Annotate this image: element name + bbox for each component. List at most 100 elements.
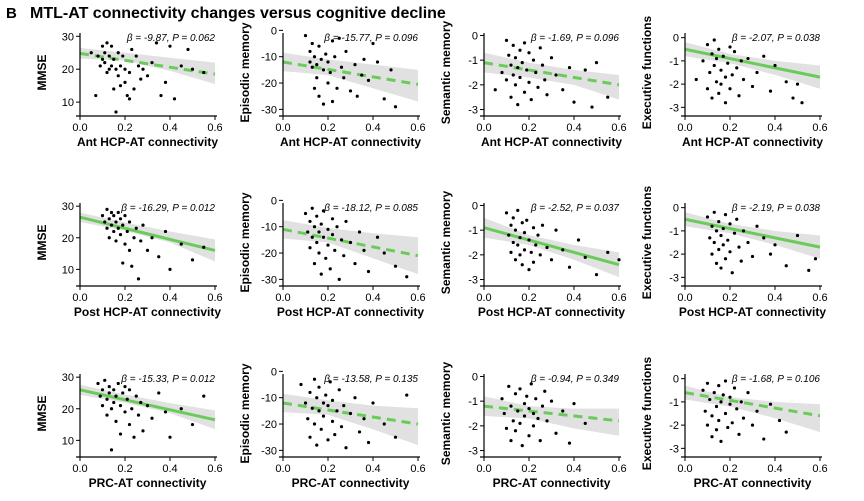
data-point (317, 409, 321, 413)
data-point (545, 245, 549, 250)
data-point (728, 402, 732, 406)
data-point (116, 226, 120, 230)
data-point (114, 394, 118, 398)
data-point (750, 423, 755, 427)
data-point (339, 425, 344, 429)
data-point (353, 63, 357, 67)
data-point (768, 252, 773, 256)
data-point (118, 432, 123, 436)
data-point (719, 82, 723, 86)
data-point (534, 70, 538, 75)
y-tick-label: -3 (468, 275, 478, 287)
data-point (538, 439, 542, 443)
data-point (721, 226, 725, 231)
data-point (310, 235, 314, 239)
data-point (762, 437, 766, 441)
data-point (326, 404, 330, 408)
stat-annotation: β = -9.87, P = 0.062 (126, 33, 216, 44)
y-tick-label: 10 (62, 264, 74, 276)
data-point (98, 64, 102, 68)
y-tick-label: -2 (669, 420, 679, 432)
data-point (708, 70, 712, 75)
scatter-panels: 0.0 0.2 0.4 0.6 10 20 30 β = -9.87, P = 0.062 An… (35, 16, 828, 491)
data-point (134, 394, 138, 398)
data-point (511, 419, 515, 423)
data-point (317, 44, 321, 48)
y-tick-label: -1 (468, 225, 478, 237)
data-point (330, 398, 335, 402)
data-point (366, 269, 371, 274)
data-point (141, 67, 145, 71)
x-tick-label: 0.6 (410, 122, 425, 134)
data-point (116, 51, 120, 55)
data-point (536, 416, 540, 421)
data-point (339, 65, 344, 69)
data-point (121, 54, 125, 58)
data-point (103, 378, 107, 382)
x-tick-label: 0.2 (117, 463, 132, 475)
data-point (531, 411, 536, 416)
x-tick-label: 0.0 (275, 463, 290, 475)
data-point (509, 63, 513, 67)
data-point (303, 34, 308, 38)
data-point (590, 105, 594, 109)
data-point (154, 41, 159, 45)
data-point (708, 236, 712, 240)
data-point (100, 404, 105, 408)
data-point (130, 407, 134, 411)
data-point (762, 236, 766, 240)
y-axis-label: Episodic memory (238, 22, 252, 122)
data-point (784, 430, 788, 434)
data-point (393, 264, 398, 268)
y-tick-label: -20 (261, 248, 277, 260)
data-point (710, 252, 714, 256)
data-point (312, 225, 317, 229)
data-point (543, 389, 547, 393)
data-point (513, 228, 518, 232)
data-point (127, 422, 132, 427)
data-point (522, 414, 527, 418)
data-point (516, 102, 520, 107)
regression-line (483, 404, 620, 423)
data-point (163, 229, 168, 234)
data-point (308, 49, 312, 54)
data-point (717, 384, 721, 388)
data-point (190, 67, 195, 71)
data-point (321, 68, 326, 72)
data-point (127, 97, 132, 101)
data-point (112, 87, 116, 91)
data-point (534, 397, 538, 401)
y-tick-label: 0 (673, 374, 679, 386)
data-point (190, 422, 195, 427)
data-point (504, 78, 509, 82)
x-tick-label: 0.4 (365, 122, 380, 134)
data-point (136, 64, 141, 68)
data-point (190, 258, 195, 262)
data-point (773, 243, 777, 247)
x-tick-label: 0.2 (320, 292, 335, 304)
x-tick-label: 0.2 (521, 292, 536, 304)
data-point (735, 66, 739, 70)
data-point (518, 253, 522, 257)
data-point (405, 275, 409, 279)
data-point (362, 417, 366, 421)
data-point (538, 46, 542, 50)
x-tick-label: 0.4 (767, 292, 782, 304)
data-point (710, 435, 714, 439)
data-point (701, 59, 705, 63)
data-point (326, 243, 330, 247)
y-axis-label: MMSE (35, 396, 49, 432)
data-point (344, 49, 348, 54)
data-point (705, 87, 710, 91)
stat-annotation: β = -0.94, P = 0.349 (530, 374, 620, 385)
x-axis-label: PRC-AT connectivity (493, 476, 611, 490)
stat-annotation: β = -15.77, P = 0.096 (323, 33, 418, 44)
data-point (308, 60, 312, 64)
data-point (139, 400, 143, 405)
data-point (561, 88, 565, 92)
data-point (321, 401, 326, 405)
data-point (118, 404, 123, 408)
data-point (315, 240, 319, 245)
data-point (360, 73, 364, 77)
data-point (712, 63, 716, 68)
